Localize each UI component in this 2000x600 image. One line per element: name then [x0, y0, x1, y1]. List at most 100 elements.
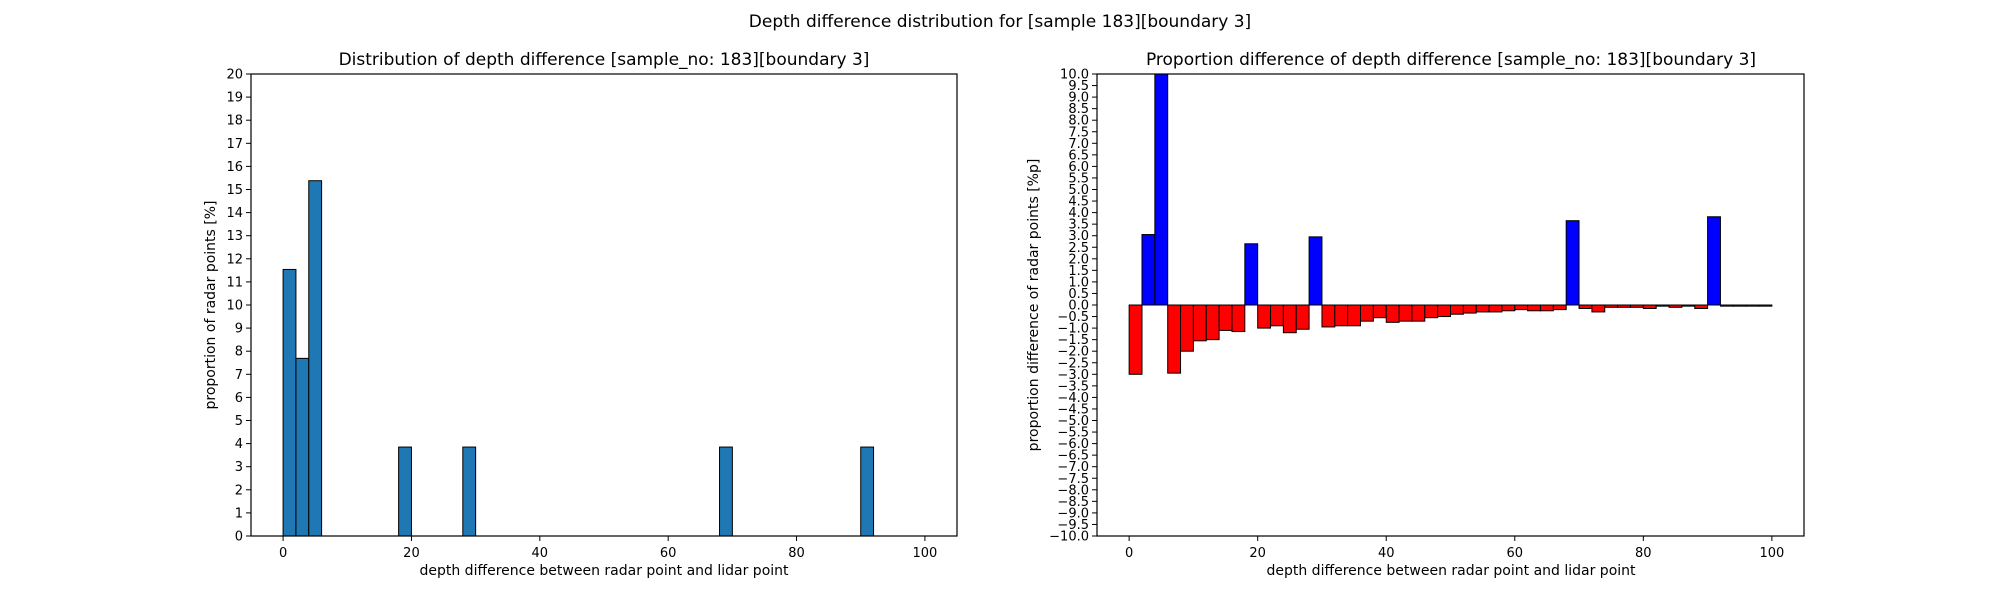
left-y-tick-label: 3: [235, 460, 243, 475]
right-bar: [1745, 304, 1760, 307]
right-y-tick-label: 3.0: [1068, 229, 1089, 244]
right-bar: [1450, 304, 1464, 315]
right-bar: [1308, 236, 1323, 306]
right-y-tick-label: −9.5: [1057, 518, 1089, 533]
left-x-axis-label: depth difference between radar point and…: [419, 563, 789, 579]
left-y-tick-label: 9: [235, 322, 243, 337]
right-bar: [1321, 304, 1336, 328]
left-y-tick-label: 14: [226, 206, 243, 221]
right-x-ticks: 0 20 40 60 80 100: [1125, 536, 1784, 561]
left-x-tick-label: 20: [403, 546, 420, 561]
right-bar: [1629, 304, 1644, 308]
left-y-tick-label: 16: [226, 160, 243, 175]
right-bar: [1591, 304, 1606, 313]
right-y-tick-label: −8.5: [1057, 495, 1089, 510]
right-y-tick-label: −10.0: [1049, 530, 1089, 545]
right-y-tick-label: −3.0: [1057, 368, 1089, 383]
right-bar: [1205, 304, 1220, 341]
right-bar: [1655, 304, 1670, 307]
right-bar: [1539, 304, 1554, 312]
right-bar: [1617, 304, 1631, 308]
left-bars: [282, 180, 875, 537]
right-bar: [1244, 243, 1259, 306]
right-bars: [1128, 73, 1773, 375]
left-y-tick-label: 10: [226, 299, 243, 314]
right-y-tick-label: 9.5: [1068, 79, 1089, 94]
left-x-tick-label: 80: [788, 546, 805, 561]
right-bar: [1141, 234, 1156, 306]
right-y-tick-label: 6.5: [1068, 148, 1089, 163]
right-y-tick-label: 9.0: [1068, 91, 1089, 106]
right-y-tick-label: −2.5: [1057, 356, 1089, 371]
right-x-axis-label: depth difference between radar point and…: [1266, 563, 1636, 579]
right-bar: [1681, 304, 1696, 307]
right-y-tick-label: −5.0: [1057, 414, 1089, 429]
right-y-tick-label: −1.5: [1057, 333, 1089, 348]
right-y-tick-label: 5.5: [1068, 171, 1089, 186]
right-y-tick-label: 8.0: [1068, 114, 1089, 129]
left-y-tick-label: 11: [226, 275, 243, 290]
left-y-tick-label: 20: [226, 68, 243, 83]
left-y-tick-label: 13: [226, 229, 243, 244]
left-chart-title: Distribution of depth difference [sample…: [339, 50, 870, 70]
right-bar: [1218, 304, 1233, 331]
right-y-tick-label: −9.0: [1057, 506, 1089, 521]
left-bar: [860, 446, 875, 537]
right-y-tick-label: 7.5: [1068, 125, 1089, 140]
right-bar: [1707, 216, 1721, 306]
right-y-tick-label: 1.5: [1068, 264, 1089, 279]
left-bar: [719, 446, 733, 537]
left-y-tick-label: 1: [235, 506, 243, 521]
right-y-tick-label: −3.5: [1057, 379, 1089, 394]
left-y-tick-label: 6: [235, 391, 243, 406]
left-x-tick-label: 40: [532, 546, 549, 561]
right-bar: [1475, 304, 1490, 313]
left-x-ticks: 0 20 40 60 80 100: [279, 536, 937, 561]
right-bar: [1437, 304, 1452, 318]
right-bar: [1372, 304, 1387, 319]
right-y-tick-label: 6.0: [1068, 160, 1089, 175]
left-y-axis-label: proportion of radar points [%]: [203, 200, 219, 409]
right-y-tick-label: −4.0: [1057, 391, 1089, 406]
right-bar: [1565, 220, 1580, 306]
left-chart: Distribution of depth difference [sample…: [203, 50, 958, 579]
right-bar: [1411, 304, 1426, 322]
left-y-tick-label: 8: [235, 345, 243, 360]
right-bar: [1501, 304, 1516, 312]
right-y-tick-label: 7.0: [1068, 137, 1089, 152]
right-x-tick-label: 20: [1249, 546, 1266, 561]
right-bar: [1360, 304, 1374, 322]
right-bar: [1334, 304, 1349, 327]
left-x-tick-label: 60: [660, 546, 677, 561]
right-bar: [1231, 304, 1246, 333]
right-y-tick-label: −6.0: [1057, 437, 1089, 452]
left-y-tick-label: 0: [235, 530, 243, 545]
right-bar: [1758, 304, 1773, 307]
right-bar: [1668, 304, 1683, 308]
left-y-tick-label: 5: [235, 414, 243, 429]
left-bar: [282, 268, 297, 537]
right-y-tick-label: −0.5: [1057, 310, 1089, 325]
right-y-tick-label: 0.5: [1068, 287, 1089, 302]
right-bar: [1192, 304, 1207, 342]
left-y-tick-label: 18: [226, 114, 243, 129]
right-bar: [1604, 304, 1619, 308]
right-x-tick-label: 0: [1125, 546, 1133, 561]
right-y-tick-label: 1.0: [1068, 275, 1089, 290]
left-y-tick-label: 4: [235, 437, 243, 452]
right-bar: [1128, 304, 1143, 375]
right-y-tick-label: 4.0: [1068, 206, 1089, 221]
left-y-tick-label: 15: [226, 183, 243, 198]
right-bar: [1347, 304, 1362, 327]
right-y-tick-label: 4.5: [1068, 195, 1089, 210]
right-bar: [1385, 304, 1400, 323]
right-x-tick-label: 60: [1506, 546, 1523, 561]
right-bar: [1167, 304, 1182, 374]
right-axes-frame: [1096, 73, 1805, 537]
left-y-tick-label: 19: [226, 91, 243, 106]
right-bar: [1732, 304, 1747, 307]
right-bar: [1180, 304, 1194, 352]
right-bar: [1694, 304, 1709, 309]
